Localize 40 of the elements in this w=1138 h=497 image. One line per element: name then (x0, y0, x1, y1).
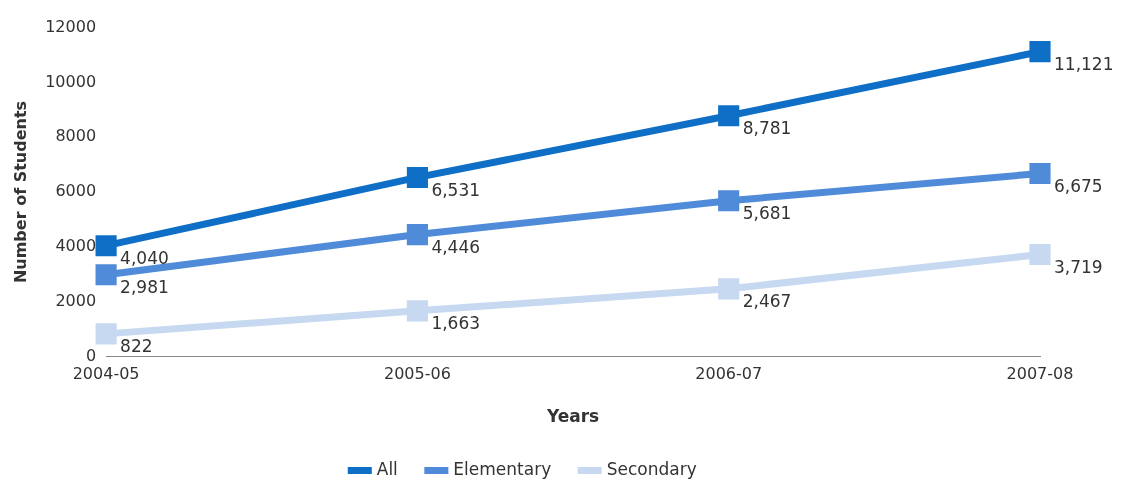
y-tick-label: 8000 (55, 126, 97, 146)
data-label: 4,040 (120, 248, 169, 269)
point (1029, 243, 1051, 266)
legend-label: Secondary (606, 458, 697, 479)
point (406, 224, 428, 246)
y-tick-label: 0 (85, 345, 97, 365)
x-tick-label: 2005-06 (383, 364, 451, 384)
data-label: 6,675 (1054, 175, 1103, 196)
point (1029, 162, 1051, 185)
legend-label: Elementary (453, 458, 552, 479)
point (406, 300, 428, 322)
data-label: 822 (120, 336, 153, 357)
data-label: 8,781 (742, 118, 792, 139)
data-label: 2,981 (120, 277, 169, 298)
y-tick-label: 10000 (45, 71, 97, 91)
y-tick-label: 6000 (55, 181, 97, 201)
data-label: 4,446 (431, 237, 481, 257)
data-label: 11,121 (1054, 54, 1114, 75)
y-tick-label: 2000 (55, 290, 97, 310)
point (95, 264, 117, 286)
point (95, 323, 117, 345)
y-tick-label: 4000 (55, 235, 97, 255)
x-tick-label: 2007-08 (1006, 364, 1074, 384)
data-label: 2,467 (742, 291, 792, 312)
data-label: 6,531 (431, 179, 481, 200)
point (718, 278, 740, 300)
data-label: 3,719 (1054, 256, 1103, 277)
x-tick-label: 2004-05 (72, 364, 140, 384)
y-axis-title: Number of Students (10, 100, 30, 284)
data-label: 1,663 (431, 313, 481, 334)
x-tick-label: 2006-07 (695, 364, 763, 384)
point (406, 166, 428, 189)
x-axis-title: Years (545, 406, 600, 427)
point (718, 105, 740, 127)
point (95, 235, 117, 257)
point (1029, 41, 1051, 63)
data-label: 5,681 (742, 203, 792, 224)
y-tick-label: 12000 (45, 16, 97, 36)
point (718, 190, 740, 212)
legend-label: All (376, 458, 398, 479)
